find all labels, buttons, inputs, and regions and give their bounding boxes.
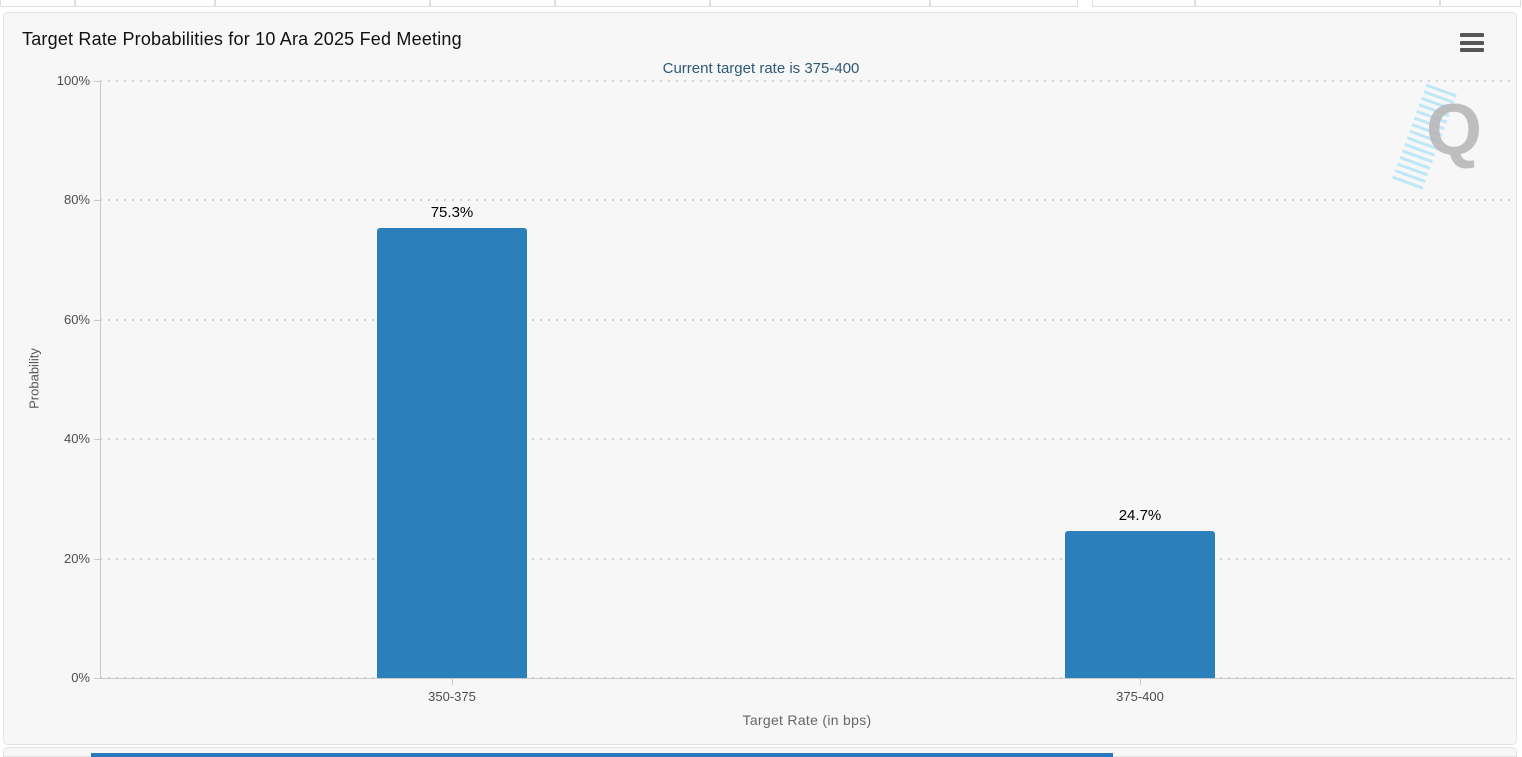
probability-bar[interactable] — [377, 228, 527, 678]
table-cell-edge — [930, 0, 1078, 7]
x-category-label: 375-400 — [1116, 689, 1164, 704]
y-axis-title: Probability — [26, 348, 42, 409]
y-axis-tick — [94, 558, 100, 560]
y-axis-tick — [94, 81, 100, 82]
bar-value-label: 75.3% — [430, 204, 474, 222]
chart-subtitle: Current target rate is 375-400 — [662, 60, 860, 77]
watermark-q-logo: Q — [1426, 90, 1483, 170]
y-tick-label: 100% — [56, 73, 90, 88]
y-gridline — [100, 199, 1514, 202]
table-cell-edge — [1092, 0, 1195, 7]
y-axis-line — [100, 81, 101, 678]
y-axis-tick — [94, 678, 100, 679]
probability-bar[interactable] — [1065, 530, 1215, 678]
table-cell-edge — [215, 0, 430, 7]
table-cell-edge — [1440, 0, 1521, 7]
bottom-accent-bar — [91, 753, 1113, 757]
y-tick-label: 60% — [63, 311, 90, 327]
bar-value-label: 24.7% — [1118, 506, 1162, 524]
y-tick-label: 0% — [71, 670, 90, 685]
table-cell-edge — [1195, 0, 1440, 7]
y-gridline — [100, 318, 1514, 321]
chart-title: Target Rate Probabilities for 10 Ara 202… — [22, 29, 462, 49]
table-bottom-edge-strip — [0, 0, 1522, 9]
y-axis-tick — [94, 200, 100, 202]
y-gridline — [100, 438, 1514, 441]
x-axis-title: Target Rate (in bps) — [742, 712, 872, 728]
x-category-label: 350-375 — [428, 689, 476, 704]
y-tick-label: 80% — [63, 192, 90, 208]
table-cell-edge — [75, 0, 215, 7]
bottom-panel-top-edge — [3, 747, 1517, 757]
y-axis-tick — [94, 319, 100, 321]
hamburger-menu-icon — [1460, 33, 1484, 37]
hamburger-menu-icon — [1460, 48, 1484, 52]
table-cell-edge — [0, 0, 75, 7]
hamburger-menu-icon — [1460, 40, 1484, 45]
x-axis-tick — [1140, 679, 1141, 685]
chart-context-menu-button[interactable] — [1460, 33, 1484, 52]
y-gridline — [100, 80, 1514, 82]
table-cell-edge — [710, 0, 930, 7]
y-gridline — [100, 557, 1514, 560]
y-axis-tick — [94, 439, 100, 441]
target-rate-chart-panel: Target Rate Probabilities for 10 Ara 202… — [3, 12, 1517, 745]
table-cell-edge — [430, 0, 555, 7]
y-tick-label: 40% — [63, 431, 90, 447]
y-tick-label: 20% — [63, 550, 90, 566]
x-axis-tick — [452, 679, 453, 685]
table-cell-edge — [555, 0, 710, 7]
x-axis-line — [100, 678, 1514, 679]
